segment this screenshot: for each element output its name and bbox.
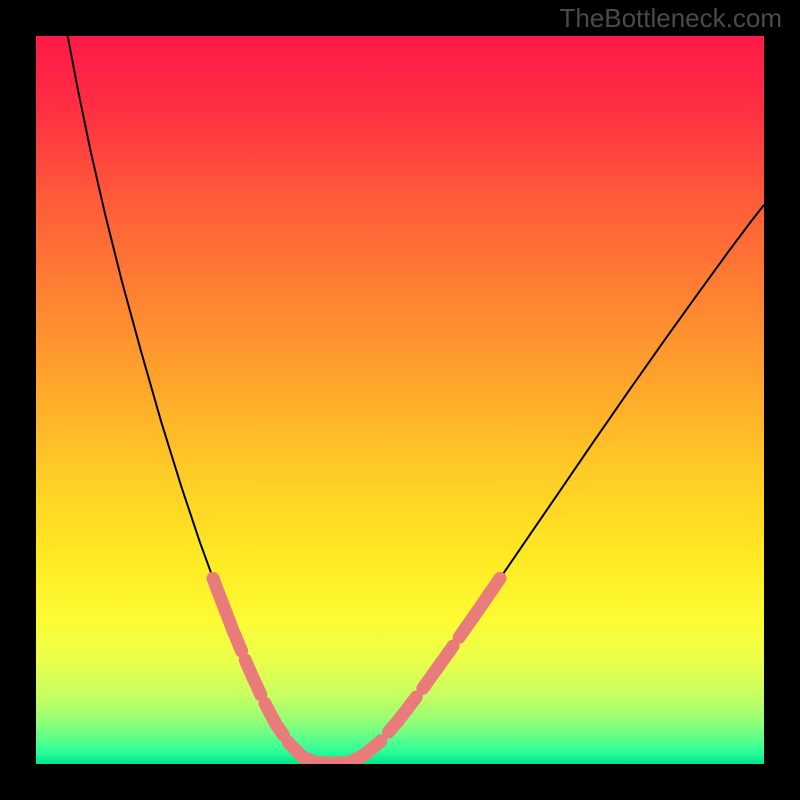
highlight-segment: [245, 660, 261, 695]
watermark-text: TheBottleneck.com: [559, 3, 782, 34]
chart-overlay: [36, 36, 764, 764]
highlight-segment: [423, 646, 453, 688]
highlight-segment: [388, 697, 416, 732]
highlight-segment: [351, 741, 381, 762]
highlight-segment: [265, 704, 283, 735]
highlight-segment: [213, 578, 242, 651]
chart-stage: TheBottleneck.com: [0, 0, 800, 800]
highlight-segment: [288, 742, 314, 762]
highlight-segment: [316, 763, 349, 764]
plot-area: [36, 36, 764, 764]
bottleneck-curve: [68, 36, 764, 763]
highlight-segment: [459, 578, 500, 637]
